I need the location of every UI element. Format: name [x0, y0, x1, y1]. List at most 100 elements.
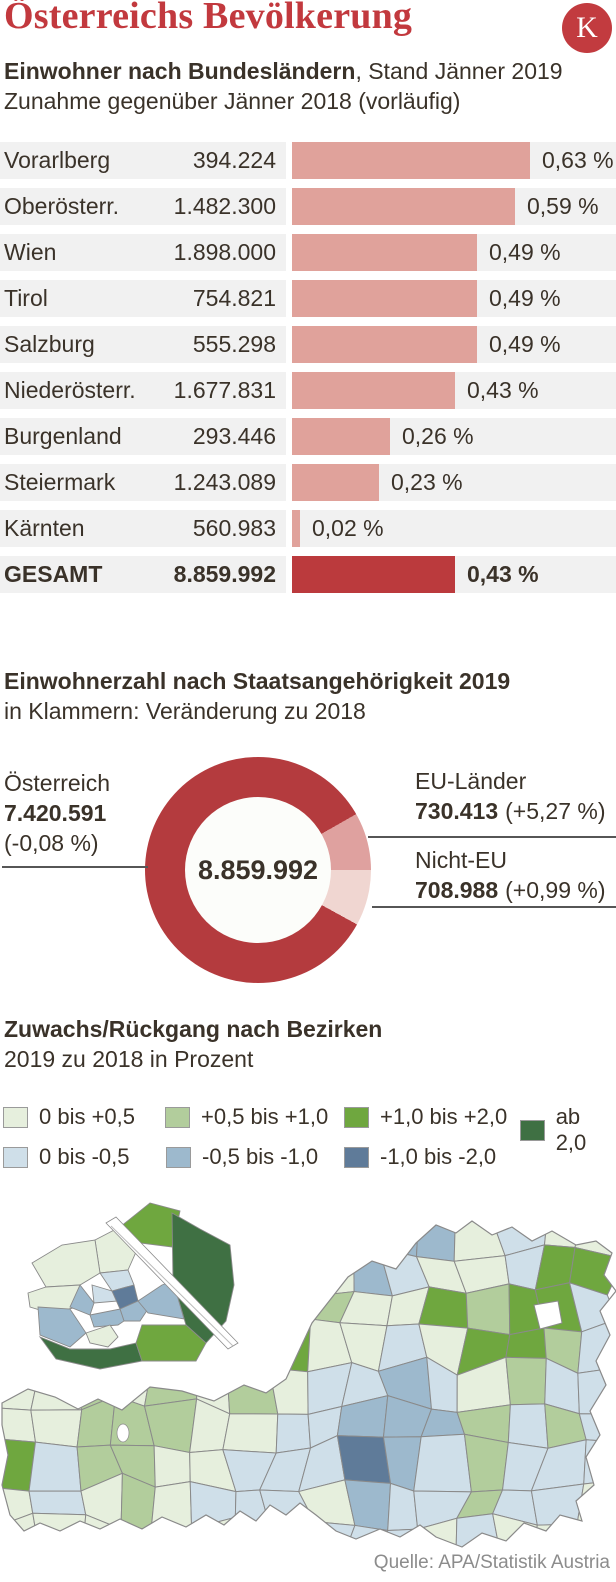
growth-value: 0,59 % [527, 193, 599, 219]
leader-line-nicht-eu [372, 906, 616, 908]
growth-bar [292, 464, 379, 501]
legend-item: -1,0 bis -2,0 [344, 1144, 496, 1170]
legend-label: +1,0 bis +2,0 [380, 1104, 508, 1129]
map-title: Zuwachs/Rückgang nach Bezirken [4, 1016, 383, 1042]
slice-value: 708.988 [415, 877, 499, 903]
legend-swatch [166, 1146, 191, 1168]
bar-chart-title-rest: , Stand Jänner 2019 [355, 58, 563, 84]
state-label: Oberösterr. [4, 193, 120, 219]
growth-value: 0,49 % [489, 285, 561, 311]
slice-value: 7.420.591 [4, 800, 107, 826]
population-value: 293.446 [192, 423, 276, 449]
population-value: 560.983 [192, 515, 276, 541]
population-value: 555.298 [192, 331, 276, 357]
growth-value: 0,43 % [467, 377, 539, 403]
donut-hole: 8.859.992 [185, 797, 331, 943]
state-label: Steiermark [4, 469, 116, 495]
growth-value: 0,43 % [467, 561, 539, 587]
state-label: Kärnten [4, 515, 85, 541]
population-value: 1.243.089 [173, 469, 276, 495]
growth-bar [292, 280, 477, 317]
legend-swatch [344, 1106, 369, 1128]
danube-band [105, 1216, 239, 1350]
map-heading: Zuwachs/Rückgang nach Bezirken 2019 zu 2… [4, 1014, 382, 1074]
population-value: 8.859.992 [173, 561, 276, 587]
growth-bar [292, 556, 455, 593]
legend-label: 0 bis -0,5 [39, 1144, 130, 1169]
legend-swatch [165, 1106, 190, 1128]
growth-bar [292, 372, 455, 409]
bar-row: Kärnten 560.983 0,02 % [0, 510, 616, 547]
legend-item: -0,5 bis -1,0 [166, 1144, 318, 1170]
population-value: 1.898.000 [173, 239, 276, 265]
state-label: Tirol [4, 285, 48, 311]
slice-label-austria: Österreich 7.420.591 (-0,08 %) [4, 768, 110, 858]
lake [116, 1423, 130, 1443]
bar-row: Niederösterr. 1.677.831 0,43 % [0, 372, 616, 409]
state-label: Wien [4, 239, 57, 265]
growth-bar [292, 326, 477, 363]
legend-label: +0,5 bis +1,0 [201, 1104, 329, 1129]
legend-swatch [3, 1106, 28, 1128]
bar-row: Steiermark 1.243.089 0,23 % [0, 464, 616, 501]
legend-item: 0 bis -0,5 [3, 1144, 130, 1170]
growth-value: 0,26 % [402, 423, 474, 449]
growth-value: 0,49 % [489, 239, 561, 265]
bar-row: Oberösterr. 1.482.300 0,59 % [0, 188, 616, 225]
legend-item: +1,0 bis +2,0 [344, 1104, 507, 1130]
state-label: Salzburg [4, 331, 95, 357]
legend-label: 0 bis +0,5 [39, 1104, 136, 1129]
donut-chart: 8.859.992 [145, 757, 371, 983]
population-value: 394.224 [192, 147, 276, 173]
slice-value: 730.413 [415, 798, 499, 824]
danube-line [110, 1225, 234, 1347]
bar-row: Wien 1.898.000 0,49 % [0, 234, 616, 271]
map-subtitle: 2019 zu 2018 in Prozent [4, 1046, 254, 1072]
legend-swatch [520, 1119, 545, 1141]
legend-item: +0,5 bis +1,0 [165, 1104, 328, 1130]
austria-district-map [1, 1202, 616, 1548]
donut-heading: Einwohnerzahl nach Staatsangehörigkeit 2… [4, 666, 510, 726]
slice-change: (-0,08 %) [4, 830, 99, 856]
source-credit: Quelle: APA/Statistik Austria [373, 1552, 610, 1573]
bar-row: Salzburg 555.298 0,49 % [0, 326, 616, 363]
leader-line-eu [368, 836, 616, 838]
donut-title: Einwohnerzahl nach Staatsangehörigkeit 2… [4, 668, 511, 694]
slice-label-eu: EU-Länder 730.413 (+5,27 %) [415, 766, 606, 826]
bar-chart-heading: Einwohner nach Bundesländern, Stand Jänn… [4, 56, 563, 116]
state-label: GESAMT [4, 561, 103, 587]
growth-bar [292, 510, 300, 547]
population-value: 754.821 [192, 285, 276, 311]
population-value: 1.482.300 [173, 193, 276, 219]
kurier-logo-letter: K [576, 11, 598, 44]
growth-value: 0,23 % [391, 469, 463, 495]
donut-center-value: 8.859.992 [197, 854, 319, 885]
slice-name: EU-Länder [415, 768, 527, 794]
legend-swatch [344, 1146, 369, 1168]
kurier-logo: K [562, 3, 612, 53]
population-value: 1.677.831 [173, 377, 276, 403]
vienna-inset [27, 1202, 239, 1370]
legend-label: -0,5 bis -1,0 [202, 1144, 319, 1169]
leader-line-austria [2, 866, 148, 868]
bar-row: Tirol 754.821 0,49 % [0, 280, 616, 317]
bar-rows: Vorarlberg 394.224 0,63 % Oberösterr. 1.482.… [0, 142, 616, 602]
legend-item: 0 bis +0,5 [3, 1104, 135, 1130]
growth-bar [292, 188, 515, 225]
austria-outline [1, 1220, 616, 1548]
vienna-location-hole [533, 1300, 563, 1330]
legend-label: ab 2,0 [555, 1104, 587, 1155]
legend-item: ab 2,0 [520, 1104, 616, 1156]
state-label: Niederösterr. [4, 377, 136, 403]
slice-name: Nicht-EU [415, 847, 508, 873]
page-title: Österreichs Bevölkerung [4, 0, 413, 37]
growth-value: 0,02 % [312, 515, 384, 541]
state-label: Burgenland [4, 423, 122, 449]
slice-change: (+5,27 %) [505, 798, 606, 824]
growth-bar [292, 418, 390, 455]
slice-label-nicht-eu: Nicht-EU 708.988 (+0,99 %) [415, 845, 606, 905]
bar-row: Burgenland 293.446 0,26 % [0, 418, 616, 455]
bar-row: GESAMT 8.859.992 0,43 % [0, 556, 616, 593]
growth-value: 0,49 % [489, 331, 561, 357]
slice-name: Österreich [4, 770, 111, 796]
